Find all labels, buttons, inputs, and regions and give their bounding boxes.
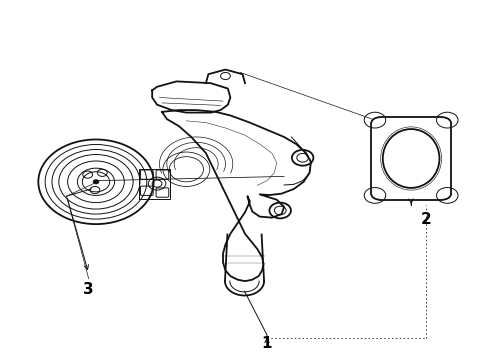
- Text: 2: 2: [420, 212, 431, 227]
- Text: 3: 3: [83, 282, 94, 297]
- Circle shape: [93, 180, 99, 184]
- Text: 1: 1: [262, 336, 272, 351]
